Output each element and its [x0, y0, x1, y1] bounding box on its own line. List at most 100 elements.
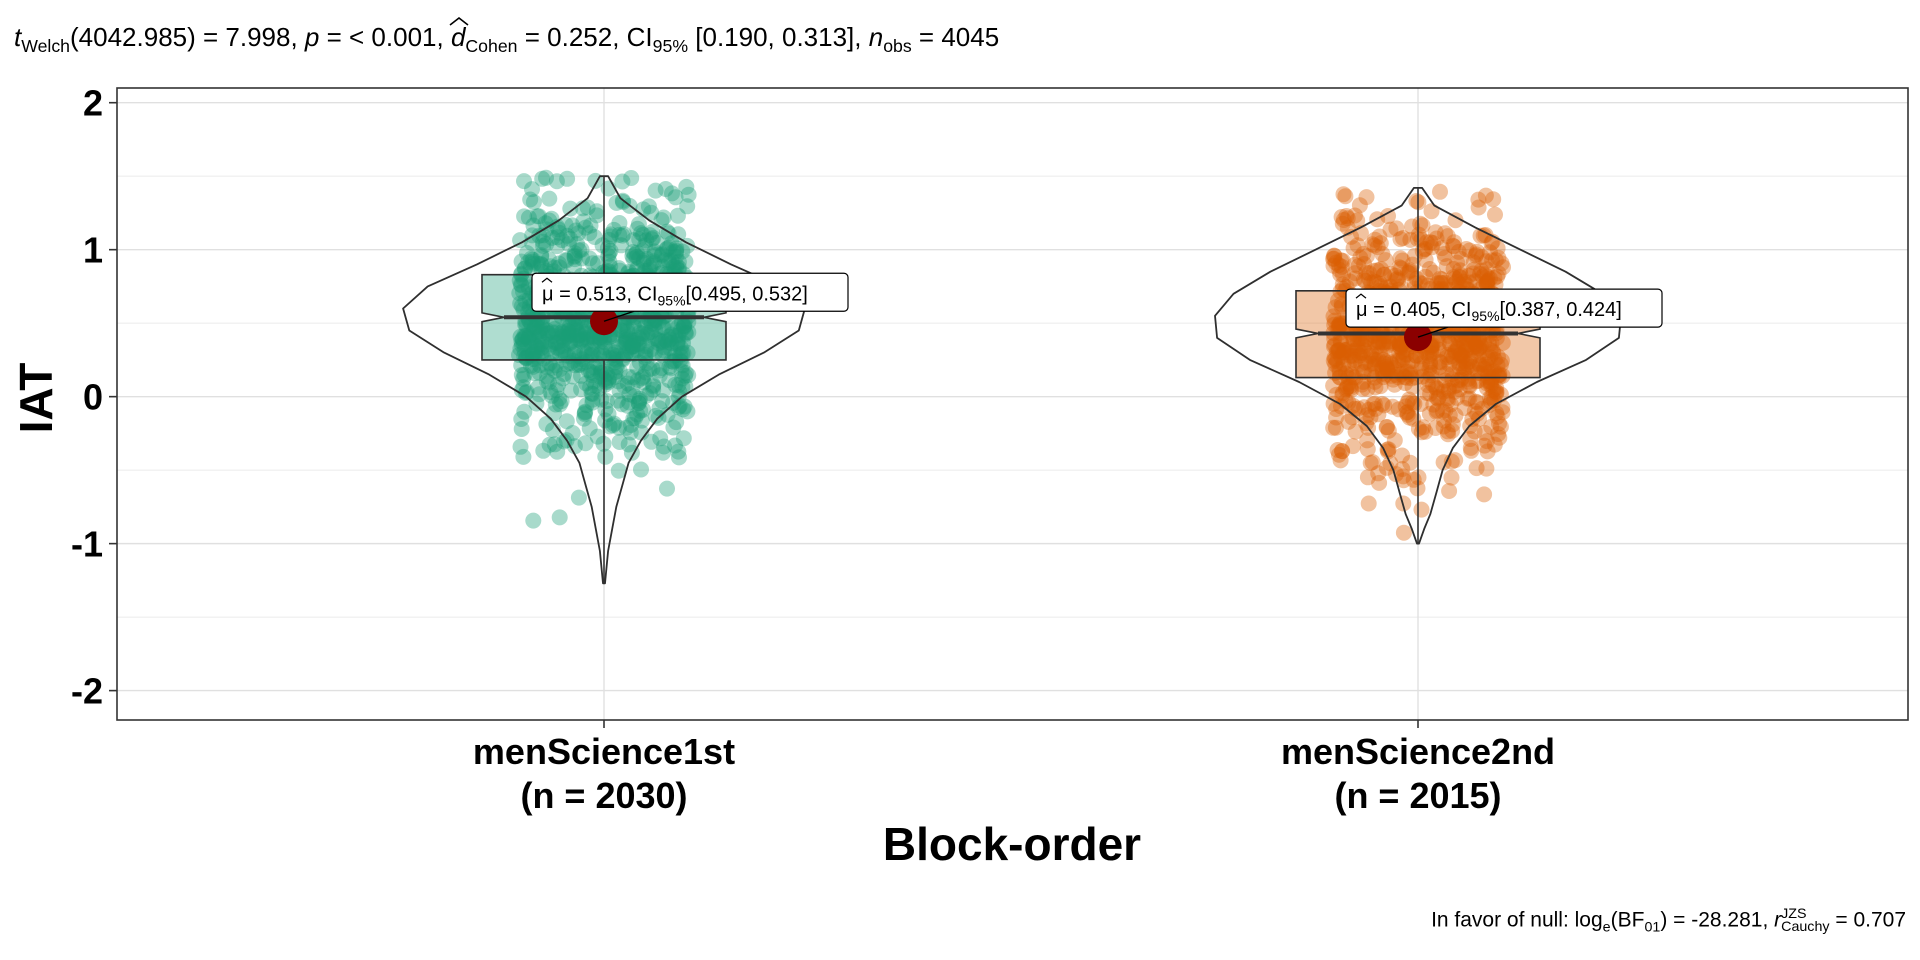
data-point — [643, 231, 660, 248]
data-point — [1487, 206, 1503, 223]
n-value: = 4045 — [911, 22, 1000, 52]
data-point — [610, 373, 627, 390]
data-point — [638, 250, 655, 267]
data-point — [1425, 264, 1442, 281]
data-point — [611, 434, 628, 450]
data-point — [1448, 377, 1465, 394]
data-point — [613, 396, 630, 413]
data-point — [513, 277, 530, 294]
r-label: r — [1774, 908, 1782, 932]
data-point — [1439, 349, 1456, 366]
data-point — [645, 255, 662, 272]
data-point — [554, 323, 571, 340]
data-point — [669, 334, 686, 351]
data-point — [518, 349, 535, 366]
data-point — [566, 251, 583, 268]
data-point — [558, 413, 575, 430]
data-point — [524, 235, 541, 252]
data-point — [524, 346, 541, 363]
data-point — [608, 359, 625, 376]
data-point — [532, 255, 549, 272]
y-axis-title: IAT — [10, 363, 62, 434]
data-point — [606, 368, 623, 385]
data-point — [1347, 265, 1364, 282]
data-point — [1399, 264, 1416, 281]
data-point — [1491, 415, 1507, 432]
d-sub: Cohen — [465, 36, 518, 57]
data-point — [557, 347, 574, 364]
data-point — [1350, 400, 1367, 417]
data-point — [566, 247, 583, 264]
data-point — [1479, 443, 1496, 460]
data-point — [628, 332, 645, 349]
data-point — [664, 185, 680, 202]
data-point — [1491, 429, 1508, 446]
data-point — [524, 253, 541, 270]
data-point — [1488, 405, 1505, 422]
data-point — [1333, 252, 1349, 269]
data-point — [1376, 266, 1392, 283]
data-point — [649, 246, 666, 263]
data-point — [1423, 203, 1440, 220]
data-point — [610, 462, 627, 479]
data-point — [668, 259, 685, 276]
data-point — [1489, 240, 1506, 257]
data-point — [1445, 261, 1462, 277]
data-point — [1338, 208, 1355, 224]
data-point — [623, 417, 639, 433]
data-point — [1401, 263, 1418, 280]
data-point — [567, 344, 584, 361]
data-point — [1461, 390, 1478, 407]
data-point — [662, 340, 679, 357]
data-point — [631, 392, 648, 409]
data-point — [1465, 334, 1482, 351]
data-point — [579, 329, 596, 346]
data-point — [1467, 336, 1484, 353]
data-point — [1470, 347, 1487, 364]
data-point — [652, 430, 669, 447]
data-point — [1467, 273, 1484, 290]
data-point — [1332, 314, 1349, 331]
data-point — [594, 237, 611, 254]
data-point — [631, 231, 648, 248]
data-point — [531, 328, 548, 344]
data-point — [1388, 367, 1405, 383]
data-point — [1430, 388, 1447, 405]
data-point — [523, 357, 539, 374]
data-point — [1485, 191, 1502, 208]
data-point — [518, 350, 535, 367]
data-point — [653, 247, 670, 264]
data-point — [1327, 351, 1344, 368]
data-point — [544, 327, 561, 344]
data-point — [1344, 438, 1361, 455]
data-point — [1397, 398, 1414, 415]
data-point — [578, 346, 595, 363]
data-point — [1482, 375, 1499, 392]
data-point — [634, 242, 651, 259]
data-point — [1455, 359, 1472, 376]
data-point — [661, 331, 678, 348]
data-point — [1390, 401, 1407, 418]
data-point — [517, 316, 534, 333]
data-point — [1354, 344, 1371, 361]
data-point — [1340, 356, 1357, 373]
data-point — [1434, 403, 1451, 420]
data-point — [1482, 389, 1498, 406]
data-point — [624, 379, 641, 396]
data-point — [1325, 257, 1342, 274]
data-point — [1346, 256, 1363, 273]
data-point — [1487, 252, 1504, 269]
data-point — [1444, 371, 1461, 388]
data-point — [677, 324, 694, 341]
data-point — [1363, 274, 1380, 291]
data-point — [570, 225, 587, 242]
data-point — [548, 173, 565, 190]
data-point — [513, 421, 530, 437]
data-point — [624, 338, 641, 355]
data-point — [1490, 367, 1506, 384]
data-point — [674, 379, 691, 395]
data-point — [1432, 270, 1448, 287]
data-point — [511, 285, 528, 302]
data-point — [1415, 419, 1432, 436]
data-point — [1351, 197, 1368, 214]
